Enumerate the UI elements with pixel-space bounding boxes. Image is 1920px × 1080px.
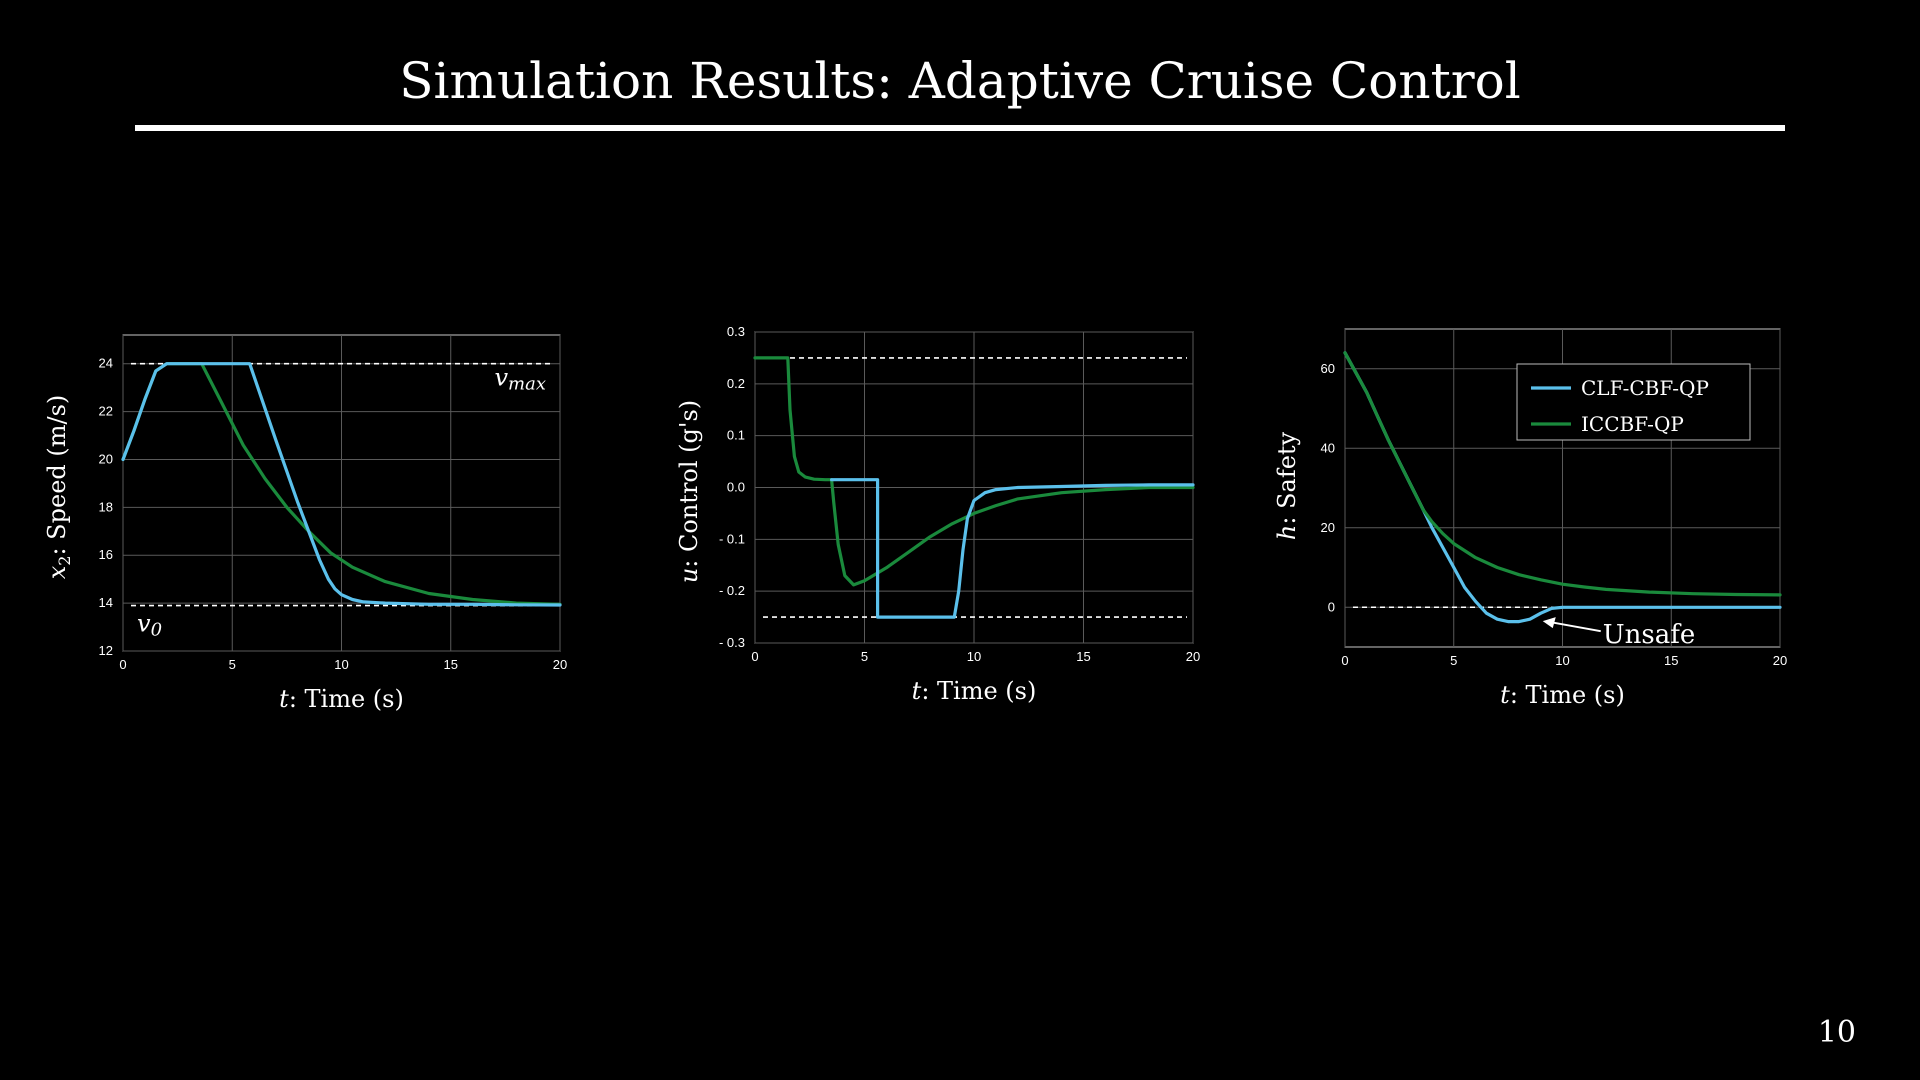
- y-axis-label-text: : Safety: [1273, 431, 1301, 524]
- x-axis-label-text: : Time (s): [921, 677, 1036, 705]
- x-tick-label: 15: [1076, 649, 1090, 664]
- x-tick-label: 10: [334, 657, 348, 672]
- legend-box: [1516, 363, 1751, 441]
- y-tick-label: 24: [99, 356, 113, 371]
- y-axis-label: h: Safety: [1273, 431, 1301, 540]
- v0-label-var: v: [137, 610, 151, 638]
- y-tick-label: 0.2: [727, 376, 745, 391]
- y-tick-label: 20: [1321, 520, 1335, 535]
- y-axis-label: x2: Speed (m/s): [43, 395, 74, 580]
- vmax-label-var: v: [494, 364, 508, 392]
- y-tick-label: 40: [1321, 440, 1335, 455]
- slide-title: Simulation Results: Adaptive Cruise Cont…: [399, 52, 1521, 110]
- title-underline: [135, 125, 1785, 131]
- x-tick-label: 15: [1664, 653, 1678, 668]
- x-axis-label-var: t: [912, 677, 922, 705]
- x-tick-label: 5: [861, 649, 868, 664]
- annotation-arrowhead: [1542, 617, 1556, 629]
- x-axis-label: t: Time (s): [279, 685, 404, 713]
- v0-label-sub: 0: [151, 620, 162, 641]
- y-axis-label-text: : Speed (m/s): [43, 395, 71, 556]
- vmax-label: vmax: [494, 364, 546, 395]
- y-tick-label: 0: [1328, 599, 1335, 614]
- y-tick-label: 60: [1321, 361, 1335, 376]
- y-tick-label: - 0.1: [719, 531, 745, 546]
- x-axis-label: t: Time (s): [1500, 681, 1625, 709]
- y-tick-label: 0.3: [727, 324, 745, 339]
- y-axis-label-var: h: [1273, 525, 1301, 540]
- y-tick-label: - 0.2: [719, 583, 745, 598]
- annotation-arrow-shaft: [1550, 621, 1601, 633]
- y-tick-label: 16: [99, 547, 113, 562]
- x-tick-label: 10: [967, 649, 981, 664]
- x-axis-label-var: t: [279, 685, 289, 713]
- x-axis-label-var: t: [1500, 681, 1510, 709]
- series-line-iccbf: [1343, 351, 1782, 597]
- y-tick-label: 14: [99, 595, 113, 610]
- page-number: 10: [1817, 1015, 1856, 1050]
- vmax-label-sub: max: [508, 374, 546, 395]
- unsafe-annotation: Unsafe: [1603, 620, 1696, 650]
- x-tick-label: 10: [1555, 653, 1569, 668]
- control-chart: 0 5 10 15 20 - 0.3 - 0.2 - 0.1 0.0 0.1 0.2 0.3 t: Ti…: [675, 324, 1200, 705]
- legend-label: ICCBF-QP: [1581, 412, 1684, 436]
- x-axis-label-text: : Time (s): [1510, 681, 1625, 709]
- x-tick-label: 0: [119, 657, 126, 672]
- x-tick-label: 0: [1341, 653, 1348, 668]
- x-axis-label: t: Time (s): [912, 677, 1037, 705]
- y-axis-label-var: u: [675, 568, 703, 583]
- y-tick-label: 0.0: [727, 480, 745, 495]
- series-line-clf: [830, 478, 1195, 619]
- y-axis-label-var: x: [43, 565, 71, 579]
- x-tick-label: 20: [553, 657, 567, 672]
- y-tick-label: 18: [99, 499, 113, 514]
- y-tick-label: 0.1: [727, 428, 745, 443]
- x-tick-label: 15: [444, 657, 458, 672]
- v0-label: v0: [137, 610, 162, 641]
- y-tick-label: - 0.3: [719, 635, 745, 650]
- y-axis-label: u: Control (g's): [675, 400, 703, 583]
- y-axis-label-text: : Control (g's): [675, 400, 703, 568]
- x-tick-label: 20: [1186, 649, 1200, 664]
- x-tick-label: 0: [751, 649, 758, 664]
- y-tick-label: 12: [99, 643, 113, 658]
- y-axis-label-sub: 2: [55, 556, 74, 566]
- y-tick-label: 22: [99, 404, 113, 419]
- x-tick-label: 5: [229, 657, 236, 672]
- series-line-clf: [121, 362, 562, 607]
- x-axis-label-text: : Time (s): [289, 685, 404, 713]
- y-tick-label: 20: [99, 451, 113, 466]
- safety-chart: 0 5 10 15 20 0 20 40 60 t: Time (s) h: Safety CLF-C…: [1273, 328, 1787, 709]
- series-line-iccbf: [753, 356, 1195, 587]
- x-tick-label: 20: [1773, 653, 1787, 668]
- legend-label: CLF-CBF-QP: [1581, 376, 1709, 400]
- x-tick-label: 5: [1450, 653, 1457, 668]
